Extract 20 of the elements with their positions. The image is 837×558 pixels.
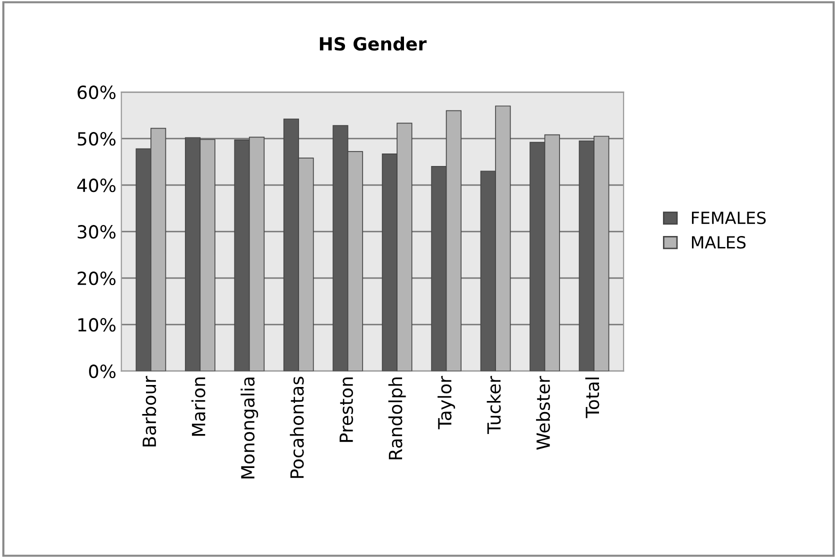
x-tick-label: Preston (340, 377, 354, 442)
chart-title: HS Gender (320, 36, 427, 51)
x-tick-label: Barbour (142, 376, 156, 446)
y-tick-label: 30% (78, 225, 116, 239)
y-tick-label: 0% (89, 364, 116, 378)
x-tick-label: Pocahontas (290, 376, 304, 478)
legend-label: MALES (692, 236, 746, 249)
y-tick-label: 20% (78, 272, 116, 286)
x-tick-label: Webster (536, 376, 550, 450)
y-tick-label: 40% (77, 178, 116, 192)
x-tick-label: Marion (191, 377, 206, 436)
y-tick-label: 50% (78, 132, 116, 146)
x-tick-label: Taylor (438, 376, 456, 430)
y-tick-label: 60% (78, 86, 116, 100)
y-tick-label: 10% (78, 318, 116, 332)
x-tick-label: Tucker (486, 376, 501, 434)
legend-label: FEMALES (692, 212, 766, 224)
x-tick-label: Total (585, 378, 600, 418)
x-tick-label: Randolph (388, 377, 406, 460)
x-tick-label: Monongalia (240, 378, 258, 478)
